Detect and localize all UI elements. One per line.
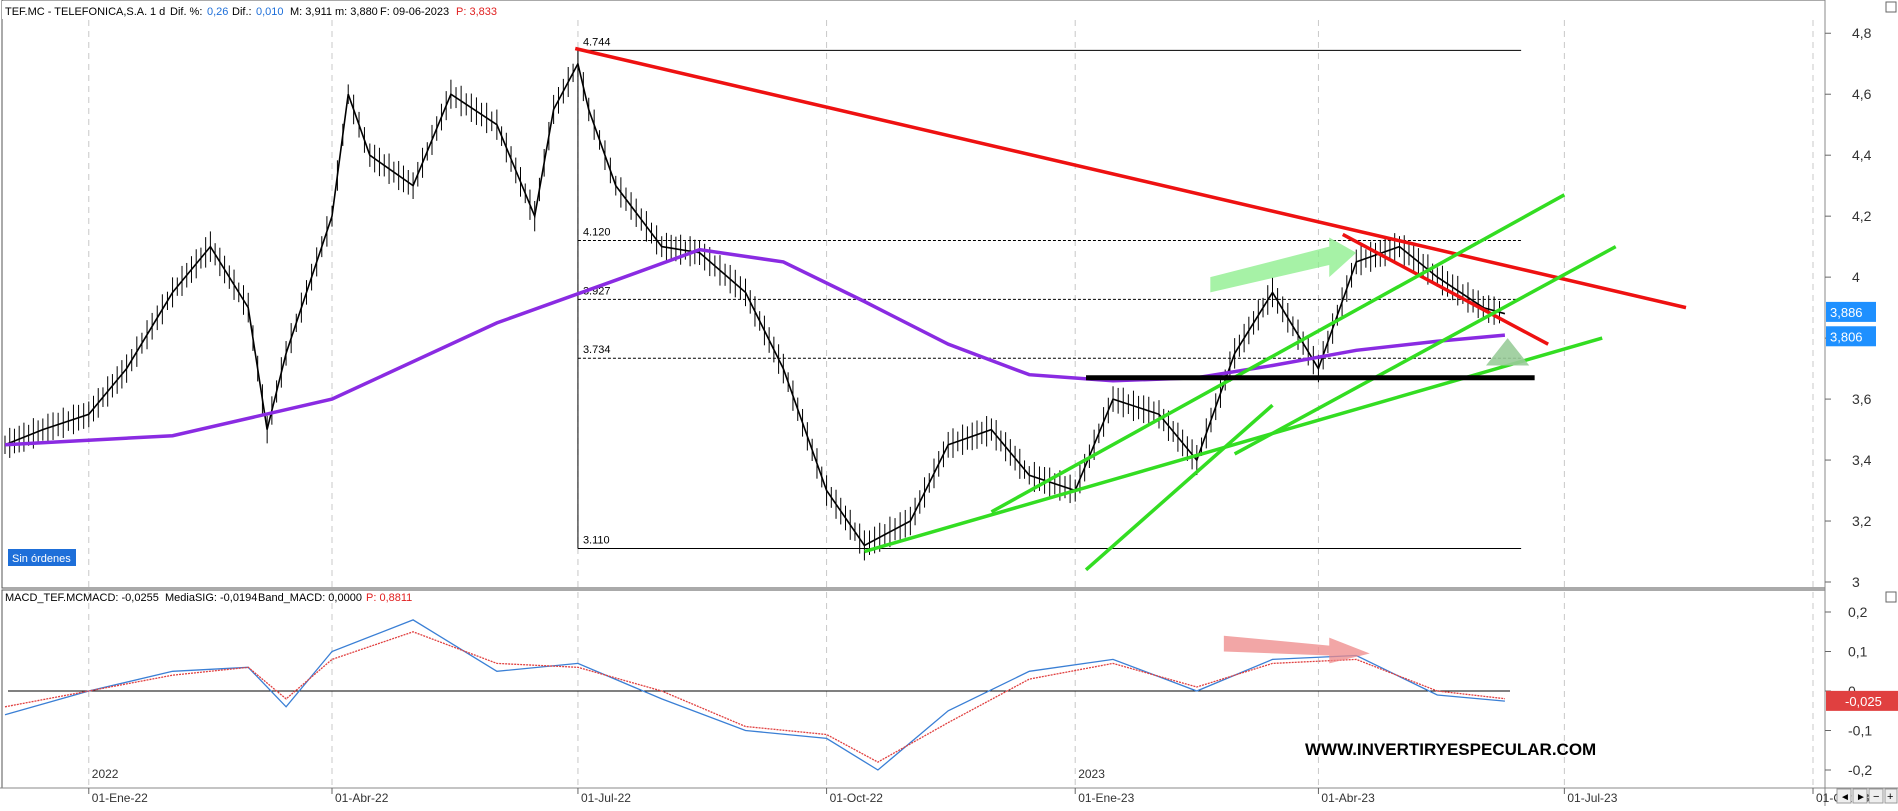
header-max: M: 3,911 [290,6,332,18]
orders-badge[interactable] [8,549,76,566]
header-min: m: 3,880 [335,6,378,18]
header-bg [2,1,500,19]
down-arrow-annotation [1223,635,1370,664]
zoom-out-icon: − [1873,791,1879,803]
macd-last-value-tag [1826,690,1898,711]
moving-average-line [4,247,1506,447]
maximize-macd-panel-button[interactable] [1885,591,1897,603]
macd-signal-line [4,631,1505,763]
last-price-tag [1826,301,1876,322]
last-price-tag-label: 3,886 [1830,305,1863,320]
resistance-trendline [574,46,1687,310]
header-dif-pct-label: Dif. %: [170,6,202,18]
support-trendline [990,193,1566,514]
macd-y-tick-label: -0,2 [1848,762,1872,778]
support-trendline [863,336,1603,554]
macd-y-tick-label: 0,2 [1848,604,1868,620]
price-y-tick-label: 3,2 [1852,513,1872,529]
resistance-trendline [1341,232,1549,346]
price-y-tick-label: 3,4 [1852,452,1872,468]
price-y-tick-label: 4,4 [1852,147,1872,163]
price-y-tick-label: 4,6 [1852,86,1872,102]
watermark: WWW.INVERTIRYESPECULAR.COM [1305,740,1596,759]
up-arrow-annotation [1210,237,1357,293]
x-tick-label: 01-Ene-23 [1078,791,1134,805]
x-tick-label: 01-Abr-22 [335,791,389,805]
last-price-tag-label: 3,806 [1830,329,1863,344]
header-dif-label: Dif.: [232,6,252,18]
fib-level-label: 4.744 [583,36,611,48]
header-period: 1 d [150,6,165,18]
macd-signal: MediaSIG: -0,0194 [165,592,257,604]
x-tick-label: 01-Abr-23 [1321,791,1375,805]
header-dif-value: 0,010 [256,6,284,18]
macd-name: MACD_TEF.MC [5,592,83,604]
macd-y-tick-label: -0,1 [1848,723,1872,739]
fib-level-label: 3.110 [583,534,610,546]
scroll-left-icon: ◄ [1840,792,1850,803]
x-tick-label: 01-Jul-22 [581,791,631,805]
zoom-in-button[interactable] [1884,788,1898,804]
header-symbol: TEF.MC - TELEFONICA,S.A. [5,6,147,18]
price-y-tick-label: 3,6 [1852,391,1872,407]
zoom-out-button[interactable] [1868,788,1884,804]
macd-band: Band_MACD: 0,0000 [258,592,362,604]
price-y-tick-label: 4,8 [1852,25,1872,41]
header-date: F: 09-06-2023 [380,6,449,18]
x-tick-label: 01-Ene-22 [92,791,148,805]
support-trendline [1084,403,1274,572]
scroll-right-button[interactable] [1852,788,1868,804]
macd-last-value-label: -0,025 [1845,694,1882,709]
macd-y-tick-label: 0,1 [1848,644,1868,660]
fib-level-label: 4.120 [583,227,611,239]
macd-value: MACD: -0,0255 [83,592,159,604]
macd-line [4,619,1505,771]
year-label: 2022 [92,767,119,781]
header-price: P: 3,833 [456,6,497,18]
year-label: 2023 [1078,767,1105,781]
last-price-tag [1826,326,1876,347]
orders-badge-label: Sin órdenes [12,553,71,565]
maximize-price-panel-button[interactable] [1885,1,1897,13]
x-tick-label: 01-Oct-22 [830,791,884,805]
price-y-tick-label: 4,2 [1852,208,1872,224]
scroll-left-button[interactable] [1836,788,1852,804]
support-trendline [1233,245,1617,456]
macd-p: P: 0,8811 [366,592,412,604]
x-tick-label: 01-Jul-23 [1567,791,1617,805]
scroll-right-icon: ► [1856,792,1866,803]
buy-signal-triangle [1485,338,1530,366]
header-dif-pct-value: 0,26 [207,6,228,18]
price-y-tick-label: 3 [1852,574,1860,590]
fib-level-label: 3.734 [583,344,611,356]
zoom-in-icon: + [1887,791,1893,803]
price-y-tick-label: 4 [1852,269,1860,285]
